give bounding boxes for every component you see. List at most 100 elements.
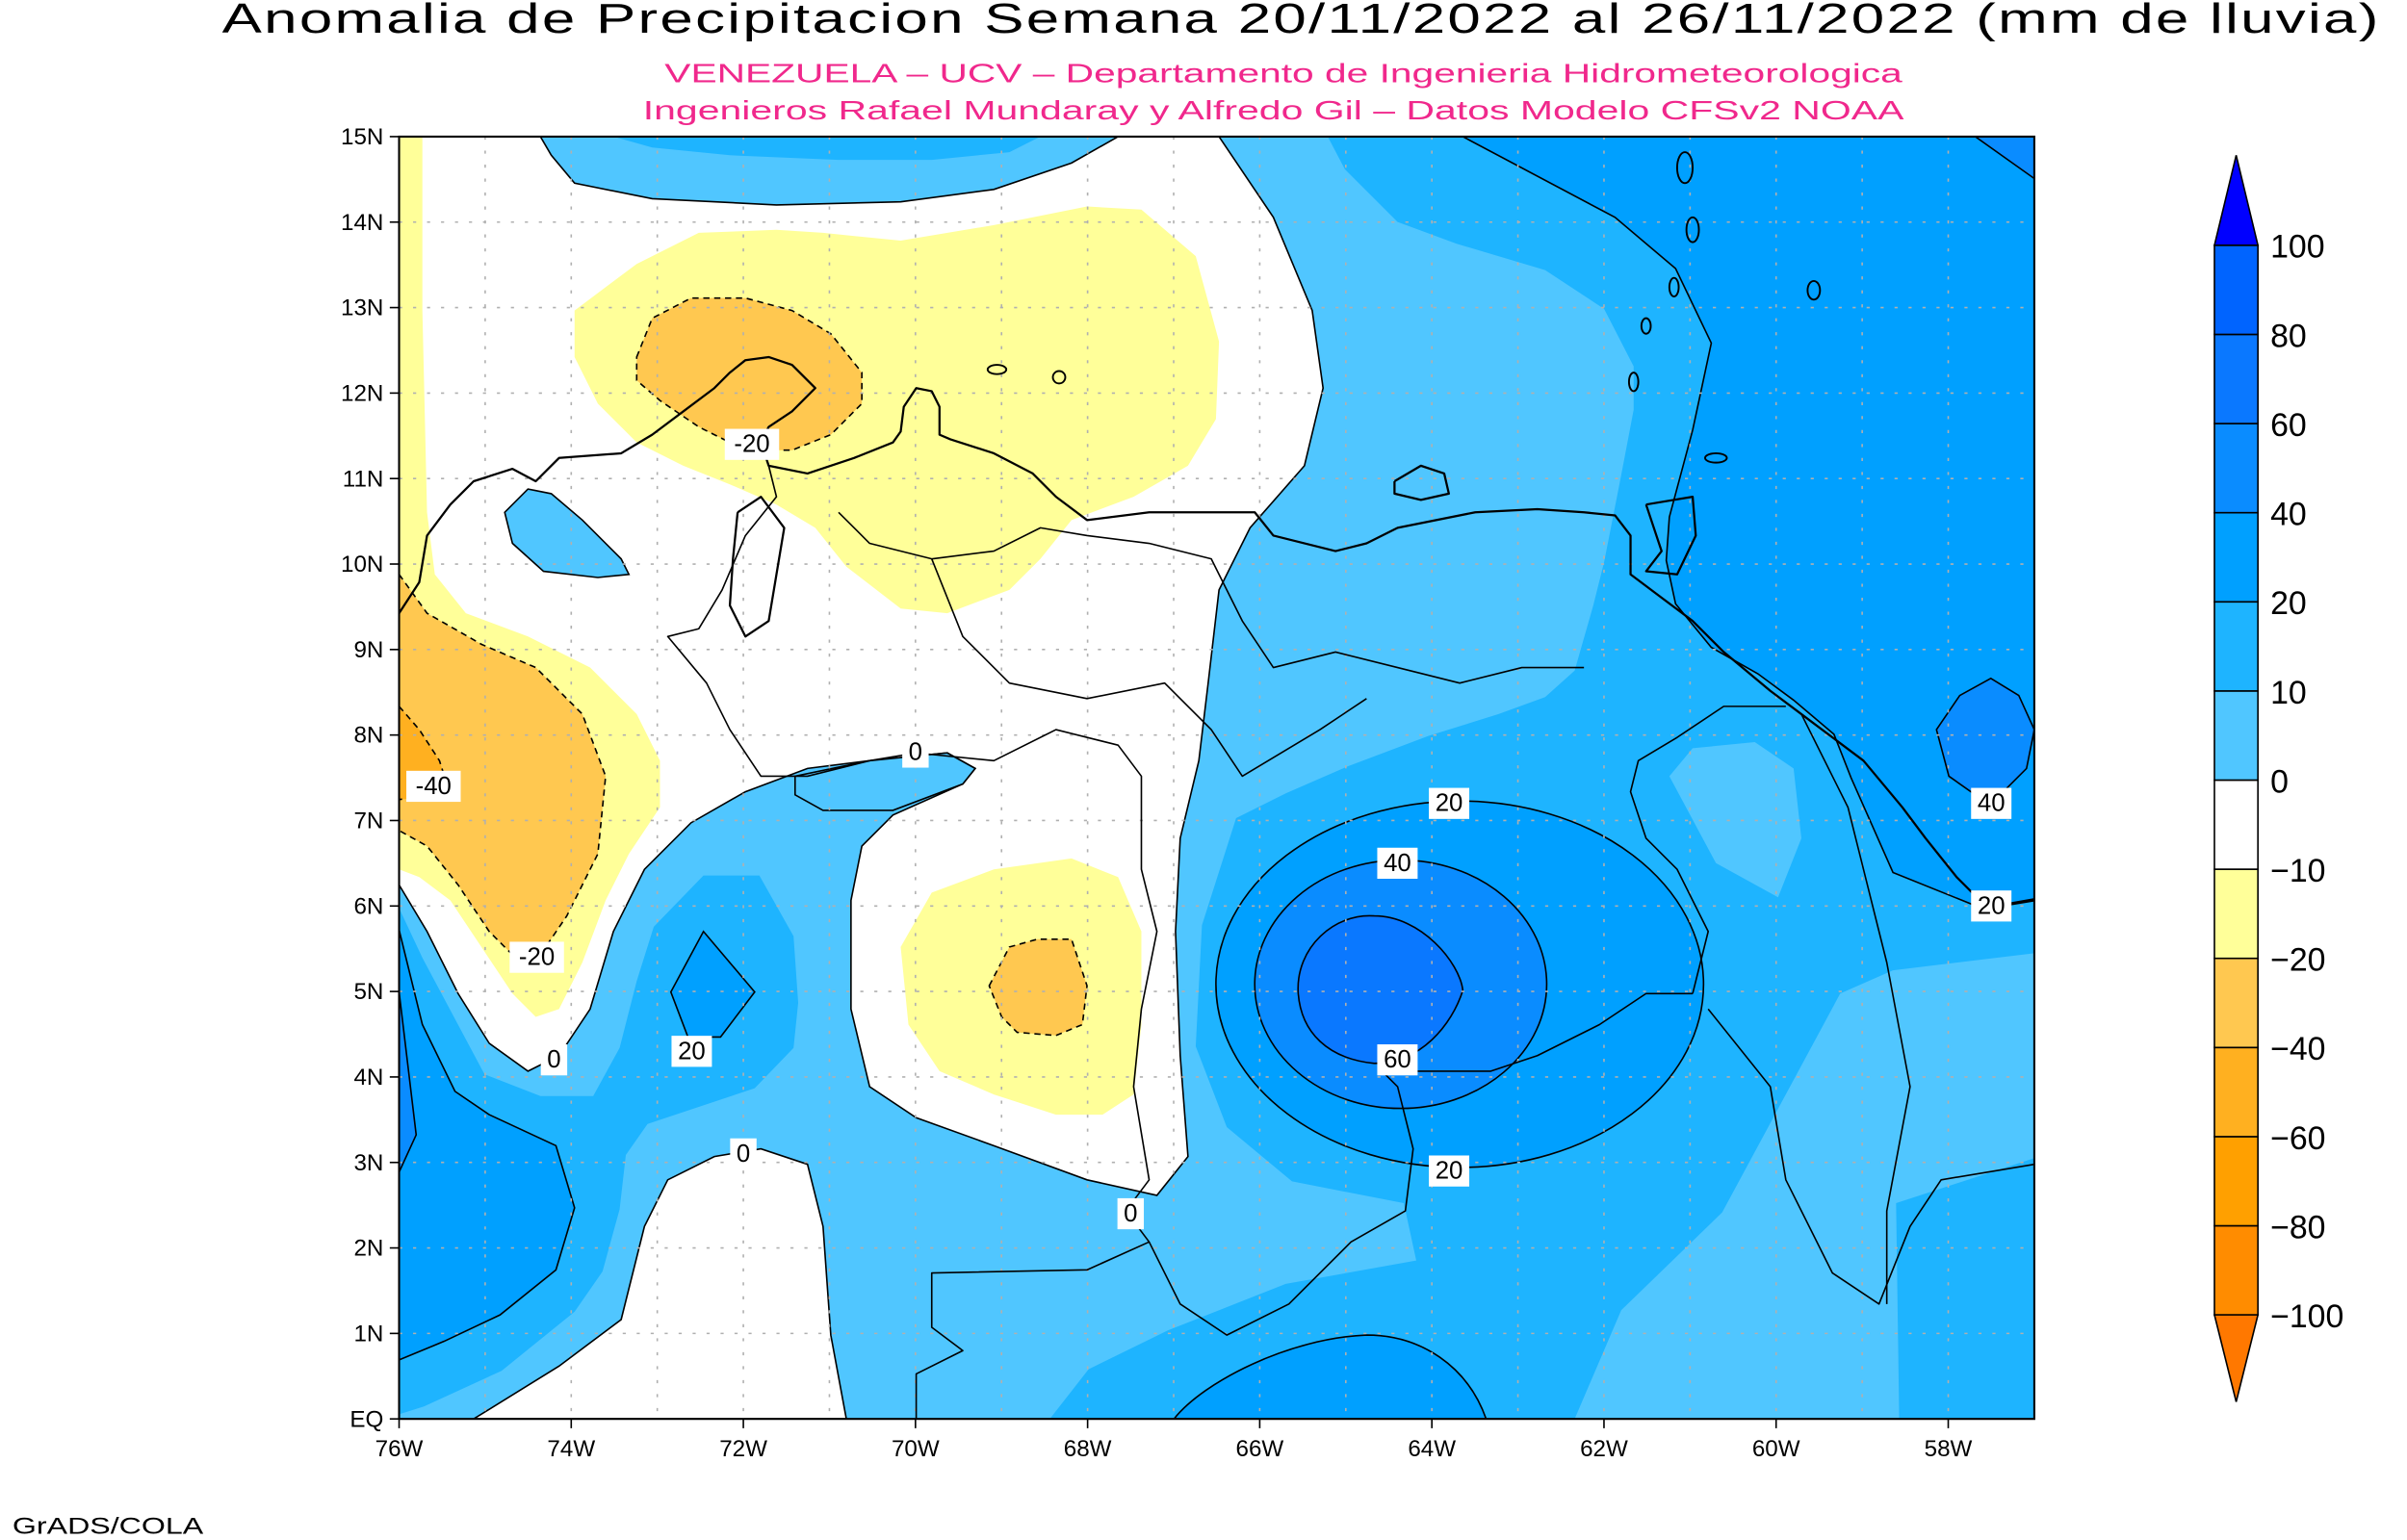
shade-40-to-60-northeast-corner — [1974, 136, 2034, 180]
border-colombia-venezuela — [666, 465, 1158, 1212]
colorbar-bin — [2213, 1046, 2259, 1138]
contour-label: 40 — [1384, 850, 1411, 877]
y-tick-label: EQ — [349, 1406, 383, 1432]
colorbar-label: −20 — [2270, 942, 2325, 979]
contour-labels: -20 -40 -20 0 20 0 0 0 20 40 60 20 40 20 — [406, 428, 2012, 1230]
colorbar-bin — [2213, 511, 2259, 603]
island-barbados — [1806, 279, 1822, 301]
contour-label-background — [1377, 847, 1418, 880]
colorbar-label: 10 — [2270, 675, 2307, 711]
contour-label: 0 — [1124, 1200, 1137, 1227]
y-tick-label: 11N — [343, 466, 384, 492]
colorbar-bin — [2213, 423, 2259, 514]
contour-label-background — [1429, 1155, 1470, 1187]
shade-60-to-80-center — [1297, 914, 1464, 1065]
colorbar-label: 40 — [2270, 497, 2307, 533]
colorbar-label: 100 — [2270, 229, 2325, 266]
colorbar-label: −40 — [2270, 1031, 2325, 1067]
y-tick-label: 13N — [341, 295, 383, 321]
y-tick-label: 15N — [341, 124, 383, 150]
contour-label-background — [1377, 1044, 1418, 1076]
x-tick-label: 60W — [1752, 1436, 1800, 1462]
colorbar-bin — [2213, 601, 2259, 692]
colorbar-bin — [2213, 690, 2259, 782]
colorbar-bin — [2213, 1136, 2259, 1227]
colorbar-bin — [2213, 244, 2259, 336]
x-tick-label: 70W — [892, 1436, 940, 1462]
colorbar-label: 80 — [2270, 318, 2307, 354]
contour-label-background — [1971, 890, 2012, 922]
colorbar-label: −80 — [2270, 1209, 2325, 1245]
contour-label: 0 — [737, 1141, 750, 1168]
shade-minus40-to-minus20-west — [399, 573, 607, 956]
coastline-north-south-america — [399, 355, 2034, 910]
subtitle-line-2: Ingenieros Rafael Mundaray y Alfredo Gil… — [643, 95, 1905, 125]
island-martinique — [1685, 216, 1700, 244]
subtitle-line-1: VENEZUELA – UCV – Departamento de Ingeni… — [664, 58, 1903, 88]
colorbar-bin — [2213, 779, 2259, 870]
y-tick-label: 7N — [353, 808, 383, 834]
y-tick-label: 8N — [353, 723, 383, 749]
y-tick-label: 12N — [341, 380, 383, 406]
island-bonaire — [1051, 370, 1067, 385]
x-tick-label: 66W — [1236, 1436, 1284, 1462]
shade-0-to-10-blob-10n — [504, 488, 631, 578]
contour-label-background — [1429, 787, 1470, 819]
shade-0-to-10-guyana — [1669, 741, 1801, 898]
colorbar-label: 0 — [2270, 763, 2289, 800]
colorbar-bin — [2213, 957, 2259, 1049]
colorbar-label: −60 — [2270, 1120, 2325, 1157]
footer-credit: GrADS/COLA — [13, 1514, 205, 1540]
island-curacao — [986, 364, 1008, 375]
colorbar-bin — [2213, 333, 2259, 424]
contour-label: 20 — [1436, 790, 1463, 817]
y-tick-label: 1N — [353, 1321, 383, 1347]
shade-minus40-to-minus20-north — [635, 296, 863, 451]
contour-label-background — [671, 1036, 712, 1067]
colorbar-bin — [2213, 1224, 2259, 1316]
shade-10-to-20-top-blob — [613, 136, 1041, 161]
contour-label: -20 — [519, 944, 555, 971]
island-tobago — [1704, 451, 1728, 464]
island-st-lucia — [1668, 276, 1680, 298]
x-tick-label: 58W — [1925, 1436, 1973, 1462]
y-tick-label: 3N — [353, 1150, 383, 1176]
contour-label: -20 — [734, 431, 769, 458]
x-tick-label: 62W — [1580, 1436, 1628, 1462]
border-venezuela-guyana — [1629, 706, 1786, 994]
contour-label: 20 — [678, 1038, 706, 1065]
colorbar-max-extension — [2213, 155, 2260, 246]
contour-label-background — [902, 736, 929, 768]
trinidad-island — [1644, 496, 1697, 576]
colorbar-label: 60 — [2270, 407, 2307, 444]
shade-minus40-to-minus20-center — [988, 937, 1088, 1037]
shade-40-to-60-west-edge — [399, 991, 418, 1173]
contour-label: 20 — [1978, 892, 2006, 919]
shade-40-to-60-east-blob — [1935, 677, 2034, 796]
contour-label: 60 — [1384, 1046, 1411, 1073]
y-tick-label: 6N — [353, 893, 383, 919]
axis-ticks: 76W 74W 72W 70W 68W 66W 64W 62W 60W 58W EQ 1N 2N 3N 4N… — [341, 124, 1973, 1462]
margarita-island — [1393, 464, 1450, 501]
colorbar-min-extension — [2213, 1314, 2260, 1402]
shade-20-to-40-west — [399, 929, 576, 1361]
map-plot-area: -20 -40 -20 0 20 0 0 0 20 40 60 20 40 20 — [399, 136, 2034, 1420]
colorbar-label: −10 — [2270, 853, 2325, 889]
y-tick-label: 2N — [353, 1236, 383, 1262]
x-tick-label: 68W — [1064, 1436, 1112, 1462]
shade-0-to-10-southeast — [1574, 953, 2034, 1420]
contour-label: 20 — [1436, 1158, 1463, 1185]
x-tick-label: 74W — [547, 1436, 595, 1462]
island-grenada — [1627, 372, 1640, 393]
contour-label-background — [406, 770, 461, 803]
contour-label: 0 — [547, 1046, 560, 1073]
border-guyana-suriname — [1800, 713, 1911, 1304]
contour-label-background — [540, 1044, 568, 1076]
x-tick-label: 76W — [375, 1436, 424, 1462]
border-venezuela-brazil — [1125, 992, 1694, 1336]
border-guyana-brazil — [1707, 1008, 2034, 1305]
x-tick-label: 72W — [719, 1436, 767, 1462]
contour-label-background — [724, 428, 780, 460]
